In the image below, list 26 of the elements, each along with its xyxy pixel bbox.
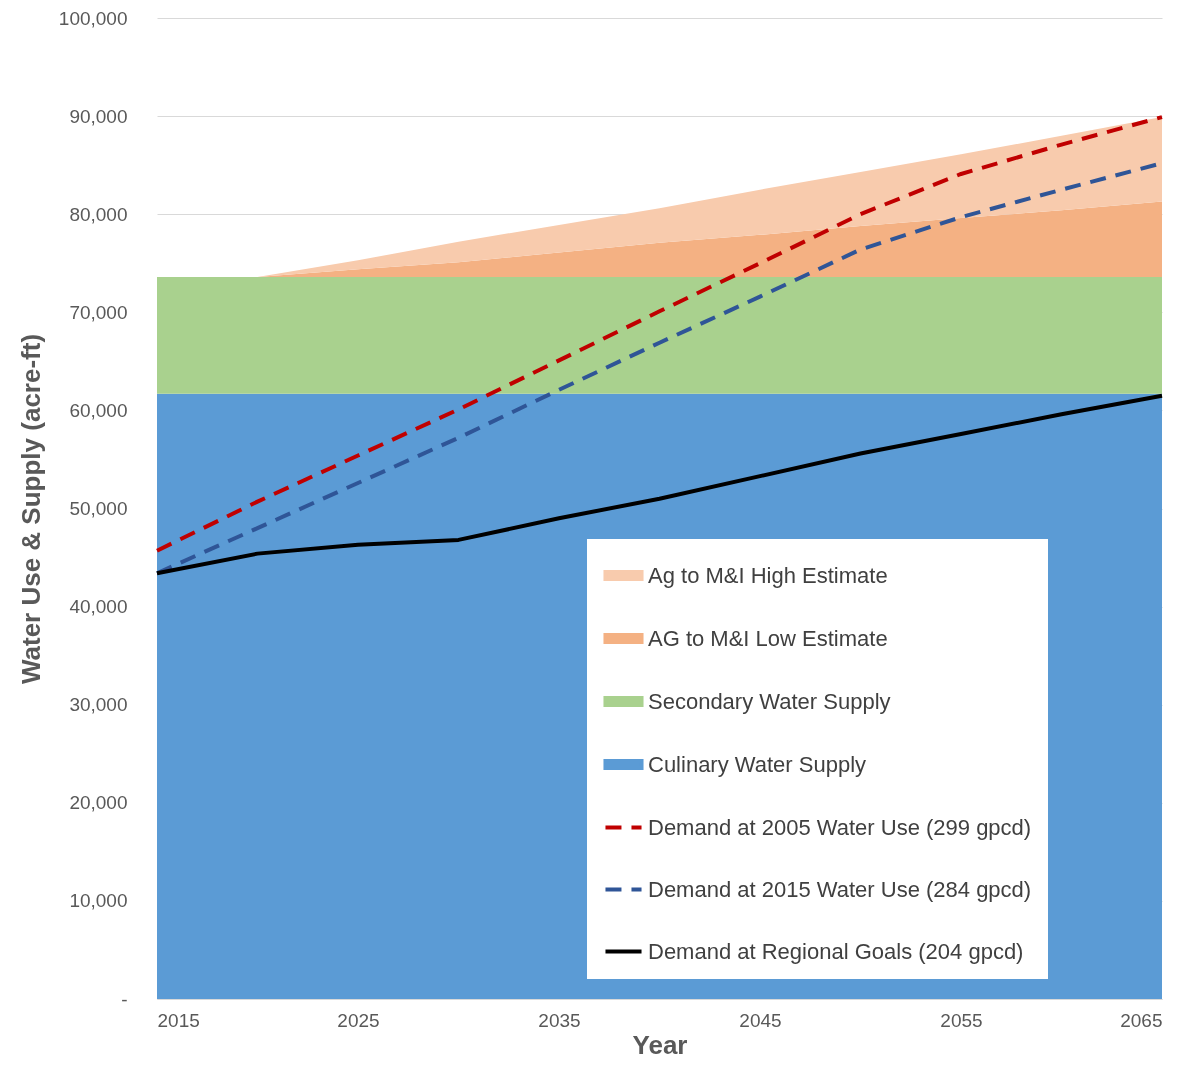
y-tick-label: 90,000: [69, 105, 128, 127]
y-tick-label: 30,000: [69, 694, 128, 716]
legend-label: Demand at Regional Goals (204 gpcd): [648, 938, 1024, 964]
legend-label: Culinary Water Supply: [648, 751, 867, 777]
x-axis-title: Year: [632, 1029, 688, 1060]
y-tick-label: 50,000: [69, 498, 128, 519]
y-tick-label: -: [121, 988, 128, 1010]
x-tick-label: 2065: [1120, 1009, 1163, 1031]
y-tick-label: 40,000: [69, 596, 128, 618]
x-tick-label: 2035: [538, 1009, 581, 1031]
x-tick-label: 2045: [739, 1009, 782, 1031]
legend-label: Secondary Water Supply: [648, 688, 891, 714]
legend-label: AG to M&I Low Estimate: [648, 625, 888, 651]
legend-label: Demand at 2015 Water Use (284 gpcd): [648, 876, 1032, 902]
x-tick-label: 2025: [337, 1009, 380, 1031]
x-tick-label: 2015: [157, 1009, 200, 1031]
y-axis-title: Water Use & Supply (acre-ft): [15, 333, 46, 685]
x-tick-label: 2055: [940, 1009, 983, 1031]
y-tick-label: 80,000: [69, 203, 128, 225]
y-tick-label: 60,000: [69, 399, 128, 421]
legend-label: Ag to M&I High Estimate: [648, 562, 888, 588]
y-tick-label: 70,000: [69, 301, 128, 323]
y-tick-label: 20,000: [69, 792, 128, 814]
y-tick-label: 10,000: [69, 890, 128, 912]
legend-label: Demand at 2005 Water Use (299 gpcd): [648, 814, 1032, 840]
y-tick-label: 100,000: [58, 7, 128, 29]
